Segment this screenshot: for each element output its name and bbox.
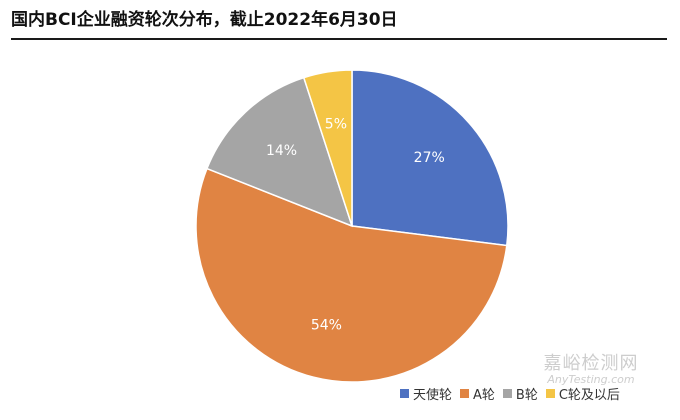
slice-label-series-b: 14%: [266, 143, 297, 159]
legend-label-series-c-plus: C轮及以后: [558, 388, 620, 403]
legend-label-series-a: A轮: [473, 388, 495, 403]
title-rule: [11, 38, 667, 40]
legend-swatch-series-c-plus: [545, 389, 555, 398]
slice-label-angel: 27%: [414, 150, 445, 166]
chart-title: 国内BCI企业融资轮次分布，截止2022年6月30日: [11, 10, 398, 30]
legend-item-angel: 天使轮: [400, 384, 452, 403]
legend-item-series-c-plus: C轮及以后: [545, 384, 620, 403]
legend: 天使轮 A轮 B轮 C轮及以后: [400, 384, 620, 403]
pie-slice-angel: [351, 69, 509, 247]
legend-label-series-b: B轮: [515, 388, 538, 403]
legend-item-series-b: B轮: [502, 384, 538, 403]
legend-item-series-a: A轮: [460, 384, 495, 403]
legend-swatch-series-a: [460, 389, 470, 398]
legend-label-angel: 天使轮: [413, 388, 453, 403]
slice-label-series-c-plus: 5%: [325, 116, 347, 132]
slice-label-series-a: 54%: [311, 318, 342, 334]
pie-slice-series-c-plus: [302, 69, 353, 227]
legend-swatch-series-b: [502, 389, 512, 398]
pie-slice-series-a: [195, 167, 508, 383]
legend-swatch-angel: [400, 389, 409, 398]
